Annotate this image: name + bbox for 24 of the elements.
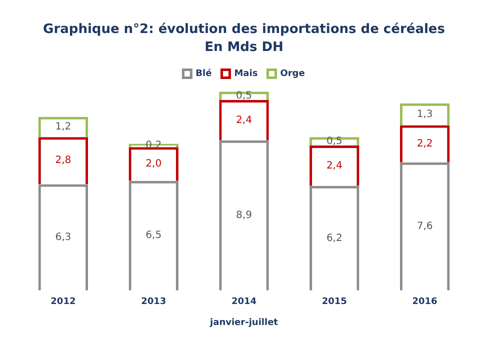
x-tick-label: 2012 xyxy=(50,297,76,308)
data-label: 2,8 xyxy=(55,155,72,166)
legend-label: Mais xyxy=(234,69,258,80)
data-label: 8,9 xyxy=(236,210,252,222)
x-tick-label: 2016 xyxy=(412,297,438,308)
data-label: 2,2 xyxy=(416,138,433,150)
x-tick-label: 2013 xyxy=(141,297,166,308)
data-label: 2,4 xyxy=(236,114,252,126)
x-tick-label: 2014 xyxy=(231,297,257,308)
chart-title: Graphique n°2: évolution des importations de céréales xyxy=(43,22,446,38)
data-label: 0,2 xyxy=(146,140,162,152)
data-label: 2,0 xyxy=(146,158,162,170)
data-label: 6,5 xyxy=(146,230,162,242)
legend-label: Orge xyxy=(280,69,305,80)
data-label: 6,3 xyxy=(55,232,72,243)
data-label: 6,2 xyxy=(326,232,342,244)
data-label: 1,3 xyxy=(416,108,433,120)
x-axis-title: janvier-juillet xyxy=(209,318,279,328)
data-label: 2,4 xyxy=(326,160,342,172)
chart-subtitle: En Mds DH xyxy=(204,40,284,55)
data-label: 7,6 xyxy=(416,220,433,232)
x-tick-label: 2015 xyxy=(322,297,347,308)
data-label: 1,2 xyxy=(55,122,72,133)
legend-label: Blé xyxy=(196,68,212,80)
